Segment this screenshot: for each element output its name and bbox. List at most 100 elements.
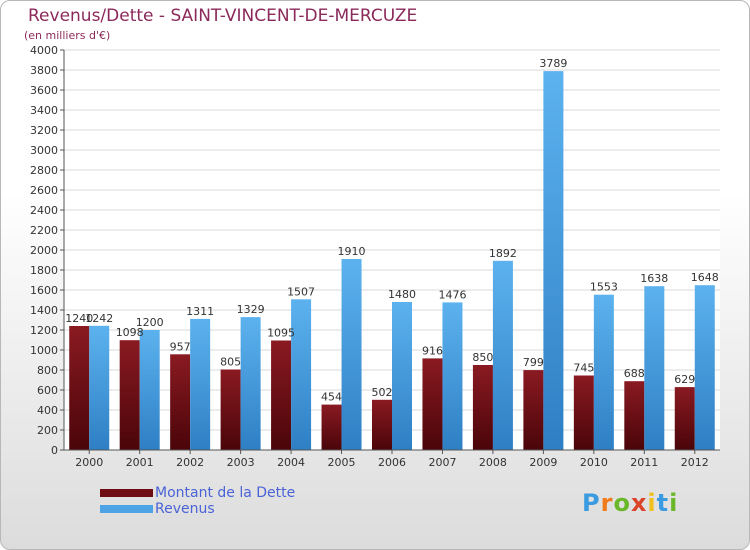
data-label-revenue: 3789	[539, 57, 567, 70]
y-tick-label: 2000	[30, 244, 58, 257]
bar-revenue	[442, 302, 463, 450]
data-label-revenue: 1329	[237, 303, 265, 316]
logo-letter: o	[613, 489, 631, 517]
data-label-revenue: 1507	[287, 285, 315, 298]
y-tick-label: 1000	[30, 344, 58, 357]
y-tick-label: 3400	[30, 104, 58, 117]
data-label-debt: 1098	[116, 326, 144, 339]
data-label-debt: 502	[372, 386, 393, 399]
x-tick-label: 2007	[428, 456, 456, 469]
data-label-revenue: 1476	[438, 288, 466, 301]
bar-revenue	[644, 286, 665, 450]
bar-debt	[674, 387, 695, 450]
data-label-debt: 629	[674, 373, 695, 386]
data-label-debt: 454	[321, 391, 342, 404]
y-tick-label: 2800	[30, 164, 58, 177]
legend-swatch-debt	[100, 489, 153, 497]
chart-subtitle: (en milliers d'€)	[24, 29, 111, 42]
bar-debt	[321, 404, 342, 450]
x-tick-label: 2010	[580, 456, 608, 469]
x-tick-label: 2000	[75, 456, 103, 469]
x-tick-label: 2004	[277, 456, 305, 469]
x-tick-label: 2006	[378, 456, 406, 469]
data-label-revenue: 1892	[489, 247, 517, 260]
data-label-debt: 1095	[267, 327, 295, 340]
data-label-revenue: 1311	[186, 305, 214, 318]
x-tick-label: 2011	[630, 456, 658, 469]
bar-revenue	[341, 259, 362, 450]
bar-debt	[220, 369, 241, 450]
y-tick-label: 200	[37, 424, 58, 437]
data-label-revenue: 1648	[691, 271, 719, 284]
bar-revenue	[240, 317, 261, 450]
y-tick-label: 1200	[30, 324, 58, 337]
y-tick-label: 3000	[30, 144, 58, 157]
data-label-debt: 957	[170, 340, 191, 353]
data-label-debt: 1240	[65, 312, 93, 325]
data-label-debt: 799	[523, 356, 544, 369]
legend-label-debt: Montant de la Dette	[155, 485, 296, 501]
x-tick-label: 2009	[529, 456, 557, 469]
bar-revenue	[89, 325, 110, 450]
y-tick-label: 0	[51, 444, 58, 457]
y-tick-label: 600	[37, 384, 58, 397]
logo-letter: i	[647, 489, 657, 517]
bar-debt	[523, 370, 544, 450]
bar-debt	[170, 354, 191, 450]
legend-item-revenue: Revenus	[100, 501, 295, 517]
x-tick-label: 2012	[681, 456, 709, 469]
y-tick-label: 1400	[30, 304, 58, 317]
bar-debt	[472, 365, 493, 450]
bar-revenue	[291, 299, 312, 450]
y-tick-label: 3200	[30, 124, 58, 137]
chart-legend: Montant de la Dette Revenus	[100, 485, 295, 517]
logo-letter: x	[630, 489, 648, 517]
x-tick-label: 2005	[328, 456, 356, 469]
data-label-debt: 745	[573, 362, 594, 375]
data-label-revenue: 1910	[338, 245, 366, 258]
legend-item-debt: Montant de la Dette	[100, 485, 295, 501]
y-tick-label: 2200	[30, 224, 58, 237]
y-tick-label: 2400	[30, 204, 58, 217]
bar-debt	[624, 381, 645, 450]
data-label-revenue: 1200	[136, 316, 164, 329]
data-label-revenue: 1480	[388, 288, 416, 301]
data-label-debt: 850	[472, 351, 493, 364]
bar-revenue	[139, 330, 160, 450]
chart-title: Revenus/Dette - SAINT-VINCENT-DE-MERCUZE	[28, 6, 418, 26]
x-tick-label: 2003	[227, 456, 255, 469]
data-label-debt: 805	[220, 356, 241, 369]
bar-debt	[422, 358, 443, 450]
bar-debt	[69, 326, 90, 450]
proxiti-logo: Proxiti	[582, 489, 678, 517]
y-tick-label: 800	[37, 364, 58, 377]
y-tick-label: 4000	[30, 44, 58, 57]
bar-revenue	[492, 260, 513, 450]
data-label-revenue: 1242	[85, 312, 113, 325]
x-tick-label: 2008	[479, 456, 507, 469]
data-label-revenue: 1638	[640, 272, 668, 285]
x-tick-label: 2002	[176, 456, 204, 469]
logo-letter: P	[582, 489, 601, 517]
data-label-revenue: 1553	[590, 281, 618, 294]
data-label-debt: 688	[624, 367, 645, 380]
bar-debt	[119, 340, 140, 450]
y-tick-label: 1600	[30, 284, 58, 297]
bar-revenue	[543, 71, 564, 450]
logo-letter: i	[669, 489, 679, 517]
bar-revenue	[593, 294, 614, 450]
y-tick-label: 3800	[30, 64, 58, 77]
bar-debt	[573, 375, 594, 450]
y-tick-label: 2600	[30, 184, 58, 197]
bar-revenue	[694, 285, 715, 450]
data-label-debt: 916	[422, 344, 443, 357]
logo-letter: t	[656, 489, 670, 517]
logo-letter: r	[600, 489, 614, 517]
legend-swatch-revenue	[100, 505, 153, 513]
legend-label-revenue: Revenus	[155, 501, 215, 517]
x-tick-label: 2001	[126, 456, 154, 469]
y-tick-label: 400	[37, 404, 58, 417]
y-tick-label: 1800	[30, 264, 58, 277]
bar-revenue	[392, 302, 412, 450]
